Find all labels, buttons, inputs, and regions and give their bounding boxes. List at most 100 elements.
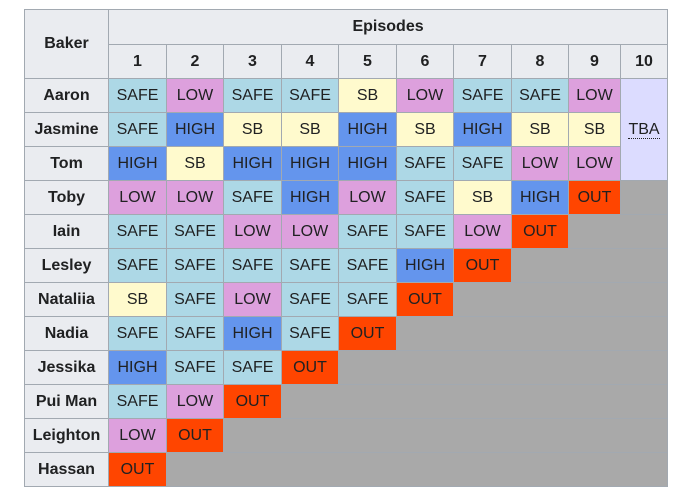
- baker-name: Nataliia: [24, 282, 109, 317]
- baker-name: Tom: [24, 146, 109, 181]
- episode-number-header: 6: [396, 44, 454, 79]
- table-header: Baker Episodes 1 2 3 4 5 6 7 8 9 10: [24, 9, 669, 79]
- result-cell: SAFE: [166, 248, 224, 283]
- table-body: Aaron SAFE LOW SAFE SAFE SB LOW SAFE SAFE LOW TBA J…: [24, 78, 669, 487]
- result-cell: OUT: [396, 282, 454, 317]
- table-row: Nataliia SB SAFE LOW SAFE SAFE OUT: [24, 282, 669, 317]
- episode-number-header: 7: [453, 44, 512, 79]
- episode-number-header: 9: [568, 44, 621, 79]
- eliminated-filler: [280, 384, 669, 419]
- result-cell: SAFE: [108, 316, 167, 351]
- result-cell: SAFE: [108, 214, 167, 249]
- result-cell: HIGH: [281, 180, 339, 215]
- table-row: Aaron SAFE LOW SAFE SAFE SB LOW SAFE SAFE LOW TBA: [24, 78, 669, 181]
- episode-number-header: 2: [166, 44, 224, 79]
- result-cell: SAFE: [281, 316, 339, 351]
- result-cell: HIGH: [223, 146, 282, 181]
- result-cell: LOW: [338, 180, 397, 215]
- result-cell: SB: [108, 282, 167, 317]
- table-row: Hassan OUT: [24, 452, 669, 487]
- table-row: Toby LOW LOW SAFE HIGH LOW SAFE SB HIGH OUT: [24, 180, 669, 215]
- result-cell: OUT: [568, 180, 621, 215]
- episode-10-tba-cell: TBA: [619, 78, 669, 181]
- result-cell: OUT: [166, 418, 224, 453]
- table-row: Jessika HIGH SAFE SAFE OUT: [24, 350, 669, 385]
- result-cell: SAFE: [281, 248, 339, 283]
- table-row: Pui Man SAFE LOW OUT: [24, 384, 669, 419]
- result-cell: LOW: [568, 78, 621, 113]
- tba-label[interactable]: TBA: [628, 120, 660, 139]
- result-cell: OUT: [223, 384, 282, 419]
- result-cell: HIGH: [281, 146, 339, 181]
- result-cell: SAFE: [223, 180, 282, 215]
- table-row: Leighton LOW OUT: [24, 418, 669, 453]
- result-cell: SAFE: [223, 350, 282, 385]
- result-cell: LOW: [453, 214, 512, 249]
- result-cell: SB: [223, 112, 282, 147]
- result-cell: SAFE: [166, 316, 224, 351]
- result-cell: SAFE: [166, 350, 224, 385]
- result-cell: SAFE: [338, 248, 397, 283]
- result-cell: SAFE: [108, 112, 167, 147]
- result-cell: SAFE: [108, 384, 167, 419]
- result-cell: SAFE: [166, 282, 224, 317]
- result-cell: SAFE: [281, 282, 339, 317]
- result-cell: LOW: [166, 384, 224, 419]
- result-cell: SAFE: [166, 214, 224, 249]
- header-row-episode-numbers: 1 2 3 4 5 6 7 8 9 10: [25, 44, 669, 79]
- episode-number-header: 4: [281, 44, 339, 79]
- baker-name: Lesley: [24, 248, 109, 283]
- result-cell: SAFE: [396, 180, 454, 215]
- header-row-episodes: Baker Episodes: [24, 9, 669, 79]
- eliminated-filler: [395, 316, 669, 351]
- result-cell: HIGH: [338, 146, 397, 181]
- table-row: Tom HIGH SB HIGH HIGH HIGH SAFE SAFE LOW LOW: [24, 146, 668, 181]
- eliminated-filler: [452, 282, 669, 317]
- result-cell: LOW: [108, 180, 167, 215]
- result-cell: SAFE: [396, 214, 454, 249]
- episode-number-header: 10: [619, 44, 669, 79]
- episode-number-header: 3: [223, 44, 282, 79]
- baker-name: Jasmine: [24, 112, 109, 147]
- episodes-column-header: Episodes: [107, 9, 669, 45]
- result-cell: SAFE: [223, 78, 282, 113]
- result-cell: SAFE: [396, 146, 454, 181]
- result-cell: OUT: [281, 350, 339, 385]
- baker-name: Jessika: [24, 350, 109, 385]
- result-cell: LOW: [511, 146, 569, 181]
- result-cell: OUT: [108, 452, 167, 487]
- eliminated-filler: [222, 418, 669, 453]
- result-cell: LOW: [166, 180, 224, 215]
- result-cell: SAFE: [108, 78, 167, 113]
- episode-number-header: 1: [108, 44, 167, 79]
- result-cell: OUT: [338, 316, 397, 351]
- eliminated-filler: [337, 350, 669, 385]
- baker-name: Hassan: [24, 452, 109, 487]
- result-cell: SAFE: [511, 78, 569, 113]
- baker-name: Iain: [24, 214, 109, 249]
- result-cell: SB: [568, 112, 621, 147]
- result-cell: LOW: [166, 78, 224, 113]
- result-cell: LOW: [108, 418, 167, 453]
- result-cell: SB: [281, 112, 339, 147]
- result-cell: SB: [396, 112, 454, 147]
- result-cell: SB: [511, 112, 569, 147]
- result-cell: HIGH: [453, 112, 512, 147]
- result-cell: HIGH: [166, 112, 224, 147]
- result-cell: SAFE: [281, 78, 339, 113]
- eliminated-filler: [567, 214, 669, 249]
- result-cell: HIGH: [223, 316, 282, 351]
- eliminated-filler: [619, 180, 669, 215]
- result-cell: LOW: [223, 282, 282, 317]
- baker-column-header: Baker: [24, 9, 109, 79]
- result-cell: SAFE: [453, 146, 512, 181]
- baker-name: Nadia: [24, 316, 109, 351]
- result-cell: SB: [166, 146, 224, 181]
- result-cell: LOW: [396, 78, 454, 113]
- result-cell: OUT: [453, 248, 512, 283]
- episode-number-header: 8: [511, 44, 569, 79]
- result-cell: HIGH: [108, 146, 167, 181]
- result-cell: LOW: [568, 146, 621, 181]
- result-cell: SAFE: [338, 214, 397, 249]
- result-cell: HIGH: [511, 180, 569, 215]
